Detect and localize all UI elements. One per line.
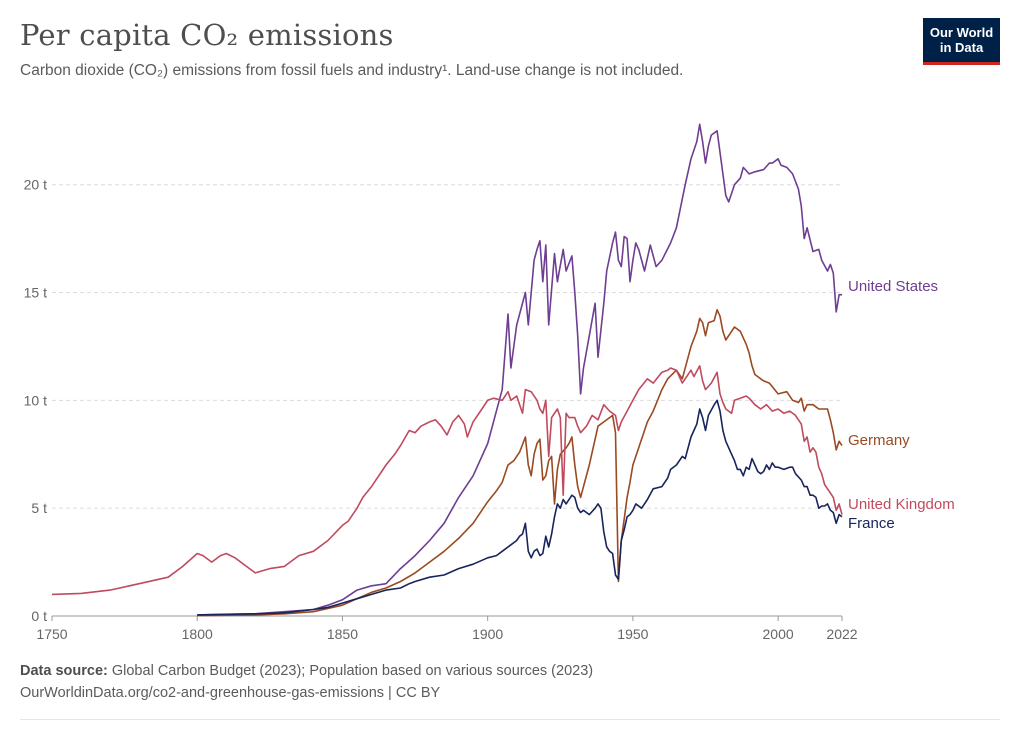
series-line-france[interactable]: [197, 399, 843, 616]
line-chart: 0 t 5 t 10 t 15 t 20 t 1750 1800 1850 1900 1950 20…: [24, 123, 955, 642]
x-tick-label: 1750: [36, 626, 67, 642]
data-source-text: Global Carbon Budget (2023); Population …: [107, 663, 594, 679]
footer-divider: [20, 719, 1000, 720]
series-lines: [51, 123, 843, 617]
series-label-germany[interactable]: Germany: [848, 432, 910, 449]
y-tick-label: 15 t: [24, 285, 47, 301]
footer-link[interactable]: OurWorldinData.org/co2-and-greenhouse-ga…: [20, 685, 441, 701]
footer: Data source: Global Carbon Budget (2023)…: [20, 660, 593, 704]
grid-lines: [52, 184, 842, 509]
data-source: Data source: Global Carbon Budget (2023)…: [20, 660, 593, 682]
data-source-label: Data source:: [20, 663, 108, 679]
series-label-united-kingdom[interactable]: United Kingdom: [848, 496, 955, 513]
x-tick-label: 1900: [472, 626, 503, 642]
series-labels: United States Germany United Kingdom France: [848, 278, 955, 532]
axes: 0 t 5 t 10 t 15 t 20 t 1750 1800 1850 1900 1950 20…: [24, 177, 858, 642]
chart-subtitle: Carbon dioxide (CO₂) emissions from foss…: [20, 62, 684, 79]
series-line-united-kingdom[interactable]: [51, 365, 843, 596]
x-tick-label: 1950: [617, 626, 648, 642]
y-tick-label: 0 t: [31, 608, 47, 624]
series-label-france[interactable]: France: [848, 515, 895, 532]
y-tick-label: 20 t: [24, 177, 47, 193]
y-tick-label: 10 t: [24, 392, 47, 408]
owid-logo[interactable]: Our World in Data: [923, 18, 1000, 65]
logo-line-1: Our World: [929, 25, 994, 40]
series-line-germany[interactable]: [197, 309, 843, 617]
x-tick-label: 2000: [763, 626, 794, 642]
x-tick-label: 1800: [182, 626, 213, 642]
x-tick-label: 1850: [327, 626, 358, 642]
x-tick-label: 2022: [826, 626, 857, 642]
logo-line-2: in Data: [939, 40, 984, 55]
y-tick-label: 5 t: [31, 500, 47, 516]
series-label-united-states[interactable]: United States: [848, 278, 938, 295]
series-line-united-states[interactable]: [197, 123, 842, 616]
chart-title: Per capita CO₂ emissions: [20, 18, 394, 52]
